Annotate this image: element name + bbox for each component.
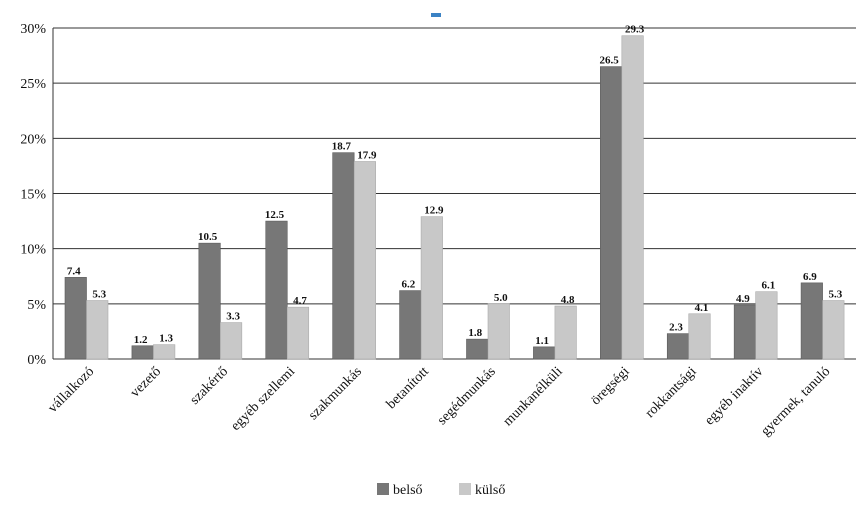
x-tick-label: gyermek, tanuló xyxy=(758,364,833,439)
data-label: 4.1 xyxy=(695,302,709,314)
y-tick-label: 15% xyxy=(20,188,46,203)
bar-kulso xyxy=(822,300,845,360)
x-tick-label: rokkantsági xyxy=(643,364,700,421)
bar-kulso xyxy=(220,322,243,360)
y-tick-label: 0% xyxy=(27,353,46,368)
data-label: 6.9 xyxy=(803,271,817,283)
data-label: 6.1 xyxy=(762,280,776,292)
data-label: 1.1 xyxy=(535,335,549,347)
legend-swatch-kulso xyxy=(459,483,471,495)
x-tick-label: öregségi xyxy=(588,364,632,408)
data-label: 1.8 xyxy=(468,327,482,339)
bar-belso xyxy=(332,152,355,360)
x-tick-label: szakértő xyxy=(188,364,232,408)
data-label: 29.3 xyxy=(625,24,645,36)
bar-belso xyxy=(64,277,87,360)
bar-belso xyxy=(198,242,221,360)
data-label: 4.8 xyxy=(561,294,575,306)
bar-belso xyxy=(399,290,422,360)
bar-kulso xyxy=(554,305,577,360)
x-tick-label: szakmunkás xyxy=(306,364,365,423)
data-label: 17.9 xyxy=(357,150,377,162)
bar-kulso xyxy=(353,161,376,360)
data-label: 1.2 xyxy=(134,334,148,346)
data-label: 3.3 xyxy=(226,311,240,323)
bar-belso xyxy=(131,345,154,360)
bar-belso xyxy=(265,220,288,360)
data-label: 5.0 xyxy=(494,292,508,304)
x-tick-label: egyéb inaktív xyxy=(702,364,766,428)
data-label: 5.3 xyxy=(92,289,106,301)
bar-kulso xyxy=(487,303,510,360)
data-label: 12.5 xyxy=(265,209,285,221)
bar-belso xyxy=(666,333,690,360)
x-tick-label: munkanélküli xyxy=(501,364,566,429)
data-label: 4.9 xyxy=(736,293,750,305)
bar-kulso xyxy=(621,35,644,360)
y-tick-label: 10% xyxy=(20,243,46,258)
legend-label: külső xyxy=(475,483,505,498)
data-label: 2.3 xyxy=(669,322,683,334)
legend-swatch-belso xyxy=(377,483,389,495)
data-label: 5.3 xyxy=(828,289,842,301)
x-tick-label: segédmunkás xyxy=(435,364,499,428)
bar-kulso xyxy=(688,313,711,360)
y-tick-label: 30% xyxy=(20,22,46,37)
bar-kulso xyxy=(86,300,109,360)
x-tick-label: vezető xyxy=(128,364,164,400)
data-label: 12.9 xyxy=(424,205,444,217)
bar-kulso xyxy=(755,291,778,360)
bar-belso xyxy=(600,66,623,360)
data-label: 6.2 xyxy=(401,279,415,291)
data-label: 7.4 xyxy=(67,265,81,277)
bar-belso xyxy=(466,338,489,360)
bar-belso xyxy=(533,346,556,360)
bar-belso xyxy=(733,304,756,360)
y-tick-label: 5% xyxy=(27,298,46,313)
chart-title-marker xyxy=(431,13,441,17)
data-label: 18.7 xyxy=(332,141,352,153)
data-label: 10.5 xyxy=(198,231,218,243)
x-tick-label: betanított xyxy=(384,364,432,412)
y-tick-label: 25% xyxy=(20,77,46,92)
bar-kulso xyxy=(286,306,310,360)
data-label: 1.3 xyxy=(159,333,173,345)
x-tick-label: egyéb szellemi xyxy=(228,364,298,434)
y-tick-label: 20% xyxy=(20,132,46,147)
data-label: 26.5 xyxy=(599,55,619,67)
legend-label: belső xyxy=(393,483,423,498)
bar-kulso xyxy=(153,344,176,360)
x-tick-label: vállalkozó xyxy=(45,364,97,416)
bar-kulso xyxy=(420,216,443,360)
bar-belso xyxy=(800,282,823,360)
data-label: 4.7 xyxy=(293,295,307,307)
